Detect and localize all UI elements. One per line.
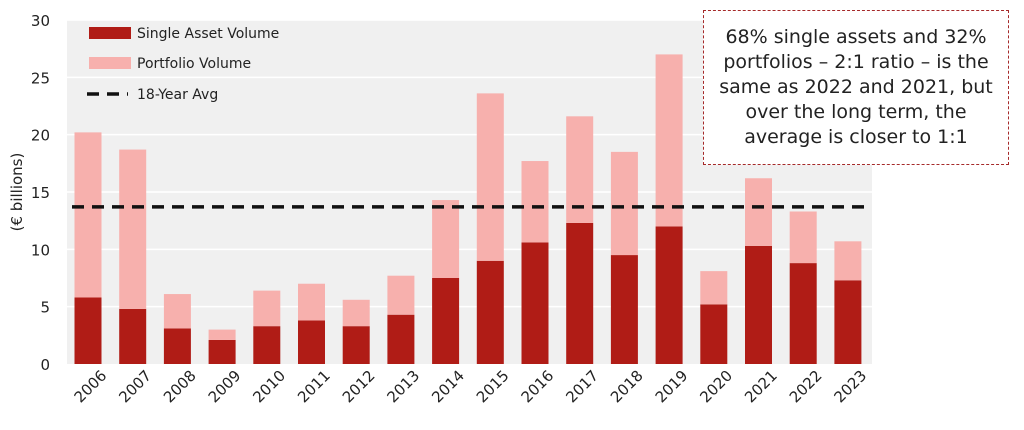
single-asset-bar-2015 bbox=[476, 260, 504, 364]
single-asset-bar-2018 bbox=[610, 255, 638, 364]
x-tick-label: 2018 bbox=[607, 367, 647, 407]
single-asset-bar-2023 bbox=[834, 280, 862, 364]
portfolio-bar-2020 bbox=[700, 271, 728, 305]
annotation-text: 68% single assets and 32% portfolios – 2… bbox=[719, 26, 993, 148]
portfolio-bar-2012 bbox=[342, 299, 370, 327]
portfolio-bar-2009 bbox=[208, 329, 236, 340]
x-tick-label: 2007 bbox=[115, 367, 155, 407]
portfolio-bar-2007 bbox=[119, 149, 147, 309]
x-tick-label: 2017 bbox=[562, 367, 602, 407]
x-tick-label: 2016 bbox=[518, 367, 558, 407]
single-asset-bar-2010 bbox=[253, 326, 281, 364]
single-asset-bar-2016 bbox=[521, 242, 549, 364]
x-tick-label: 2019 bbox=[652, 367, 692, 407]
portfolio-bar-2022 bbox=[789, 211, 817, 264]
x-tick-label: 2015 bbox=[473, 367, 513, 407]
legend: Single Asset Volume Portfolio Volume 18-… bbox=[87, 26, 279, 103]
portfolio-bar-2023 bbox=[834, 241, 862, 281]
x-tick-label: 2011 bbox=[294, 367, 334, 407]
portfolio-bar-2015 bbox=[476, 93, 504, 261]
portfolio-bar-2006 bbox=[74, 132, 102, 298]
single-asset-bar-2013 bbox=[387, 314, 415, 364]
legend-swatch-single bbox=[89, 27, 131, 39]
portfolio-bar-2021 bbox=[745, 178, 772, 246]
single-asset-bar-2012 bbox=[342, 326, 370, 364]
single-asset-bar-2011 bbox=[298, 320, 325, 364]
single-asset-bar-2022 bbox=[789, 263, 817, 364]
x-tick-label: 2013 bbox=[383, 367, 423, 407]
x-tick-label: 2022 bbox=[786, 367, 826, 407]
portfolio-bar-2013 bbox=[387, 275, 415, 315]
portfolio-bar-2016 bbox=[521, 161, 549, 243]
y-tick-label: 25 bbox=[31, 69, 50, 87]
legend-label-single: Single Asset Volume bbox=[137, 26, 279, 42]
single-asset-bar-2019 bbox=[655, 226, 683, 364]
single-asset-bar-2020 bbox=[700, 304, 728, 364]
y-axis-label: (€ billions) bbox=[8, 153, 26, 232]
annotation-box: 68% single assets and 32% portfolios – 2… bbox=[703, 10, 1009, 165]
x-tick-label: 2008 bbox=[160, 367, 200, 407]
single-asset-bar-2014 bbox=[432, 278, 460, 364]
x-tick-label: 2020 bbox=[696, 367, 736, 407]
portfolio-bar-2008 bbox=[163, 294, 191, 329]
x-tick-label: 2010 bbox=[249, 367, 289, 407]
single-asset-bar-2009 bbox=[208, 339, 236, 364]
portfolio-bar-2011 bbox=[298, 283, 325, 321]
y-tick-label: 0 bbox=[40, 356, 50, 374]
portfolio-bar-2010 bbox=[253, 290, 281, 327]
x-tick-label: 2006 bbox=[71, 367, 111, 407]
legend-label-portfolio: Portfolio Volume bbox=[137, 56, 251, 72]
y-tick-label: 5 bbox=[40, 299, 50, 317]
x-tick-label: 2021 bbox=[741, 367, 781, 407]
single-asset-bar-2006 bbox=[74, 297, 102, 364]
x-tick-label: 2014 bbox=[428, 367, 468, 407]
single-asset-bar-2008 bbox=[163, 328, 191, 364]
x-tick-label: 2023 bbox=[830, 367, 870, 407]
y-tick-label: 15 bbox=[31, 184, 50, 202]
legend-swatch-portfolio bbox=[89, 57, 131, 69]
x-tick-label: 2012 bbox=[339, 367, 379, 407]
portfolio-bar-2019 bbox=[655, 54, 683, 227]
legend-label-avg: 18-Year Avg bbox=[137, 87, 218, 103]
portfolio-bar-2014 bbox=[432, 200, 460, 278]
y-tick-label: 30 bbox=[31, 12, 50, 30]
y-tick-label: 10 bbox=[31, 241, 50, 259]
y-tick-label: 20 bbox=[31, 127, 50, 145]
single-asset-bar-2017 bbox=[566, 222, 594, 364]
x-tick-label: 2009 bbox=[205, 367, 245, 407]
single-asset-bar-2007 bbox=[119, 308, 147, 364]
portfolio-bar-2018 bbox=[610, 151, 638, 256]
single-asset-bar-2021 bbox=[745, 245, 772, 364]
